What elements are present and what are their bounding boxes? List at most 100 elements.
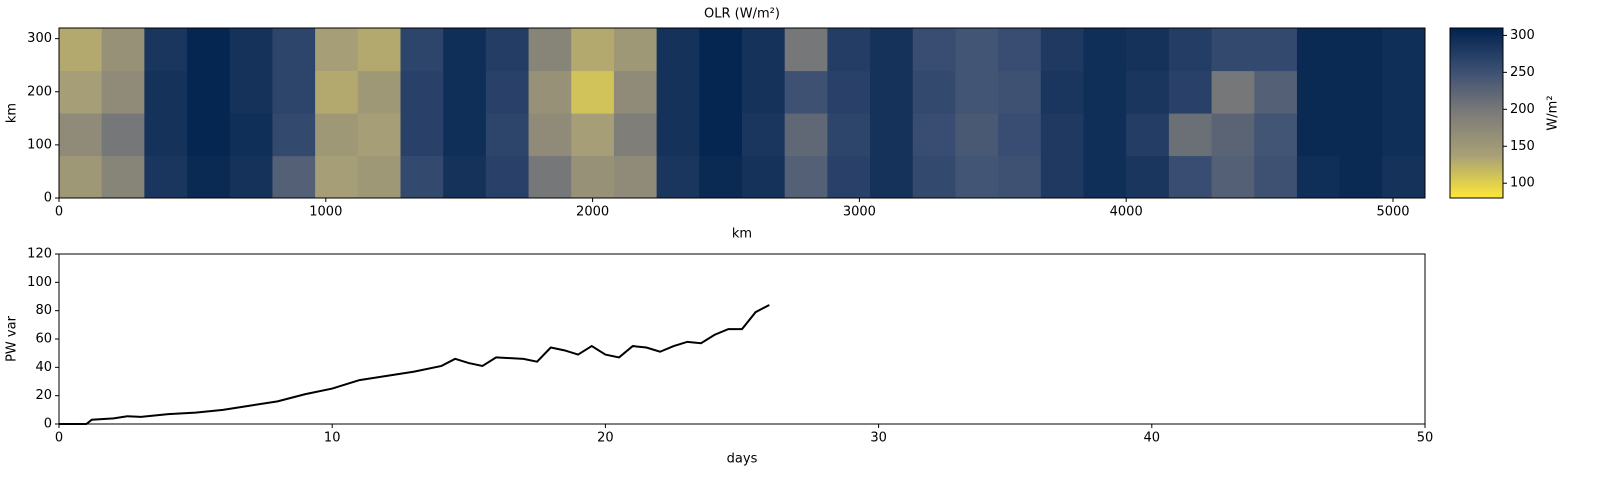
heat-cell bbox=[443, 28, 487, 72]
heat-cell bbox=[699, 28, 743, 72]
heat-cell bbox=[1339, 28, 1383, 72]
x-tick-label: 2000 bbox=[576, 205, 609, 220]
heat-cell bbox=[144, 28, 188, 72]
heat-cell bbox=[699, 113, 743, 157]
heat-cell bbox=[742, 70, 786, 114]
data-line bbox=[59, 304, 770, 425]
heat-cell bbox=[59, 113, 103, 157]
colorbar-tick-label: 300 bbox=[1510, 28, 1535, 43]
heat-cell bbox=[187, 155, 231, 198]
heat-cell bbox=[315, 70, 359, 114]
heat-cell bbox=[613, 28, 658, 72]
y-tick-label: 60 bbox=[35, 332, 52, 347]
heat-cell bbox=[1168, 28, 1213, 72]
heat-cell bbox=[1339, 113, 1383, 157]
heat-cell bbox=[1339, 70, 1383, 114]
heat-cell bbox=[1168, 155, 1213, 198]
heat-cell bbox=[528, 155, 572, 198]
heat-cell bbox=[443, 113, 487, 157]
heat-cell bbox=[315, 155, 359, 198]
heat-cell bbox=[998, 155, 1042, 198]
heat-cell bbox=[870, 28, 914, 72]
heat-cell bbox=[485, 28, 530, 72]
heat-cell bbox=[187, 28, 231, 72]
heat-cell bbox=[1126, 155, 1170, 198]
heat-cell bbox=[187, 113, 231, 157]
heat-cell bbox=[315, 28, 359, 72]
heat-cell bbox=[485, 155, 530, 198]
heat-cell bbox=[101, 28, 145, 72]
heat-cell bbox=[59, 155, 103, 198]
heat-cell bbox=[742, 113, 786, 157]
plot-frame bbox=[58, 27, 1426, 199]
colorbar-tick-label: 250 bbox=[1510, 65, 1535, 80]
x-tick-label: 30 bbox=[870, 431, 887, 446]
heat-cell bbox=[400, 28, 444, 72]
heat-cell bbox=[1382, 70, 1425, 114]
x-tick-label: 4000 bbox=[1110, 205, 1143, 220]
y-tick-label: 100 bbox=[27, 137, 52, 152]
heat-cell bbox=[485, 70, 530, 114]
x-tick-label: 40 bbox=[1144, 431, 1161, 446]
x-tick-label: 50 bbox=[1417, 431, 1434, 446]
y-tick-label: 100 bbox=[27, 275, 52, 290]
heat-cell bbox=[528, 28, 572, 72]
heat-cell bbox=[1211, 70, 1255, 114]
heat-cell bbox=[400, 70, 444, 114]
x-tick-label: 20 bbox=[597, 431, 614, 446]
heat-cell bbox=[101, 70, 145, 114]
y-tick-label: 0 bbox=[44, 191, 52, 206]
colorbar-label: W/m² bbox=[1546, 95, 1561, 130]
heat-cell bbox=[485, 113, 530, 157]
heat-cell bbox=[1211, 113, 1255, 157]
heat-cell bbox=[229, 28, 274, 72]
x-axis-label: days bbox=[727, 452, 758, 467]
heat-cell bbox=[229, 155, 274, 198]
heat-cell bbox=[1083, 155, 1127, 198]
heat-cell bbox=[827, 155, 871, 198]
x-tick-label: 0 bbox=[55, 205, 63, 220]
heat-cell bbox=[1211, 155, 1255, 198]
heat-cell bbox=[443, 70, 487, 114]
y-tick-label: 120 bbox=[27, 247, 52, 262]
plot-frame bbox=[58, 253, 1426, 425]
heat-cell bbox=[1083, 113, 1127, 157]
heat-cell bbox=[955, 155, 999, 198]
heat-cell bbox=[571, 113, 615, 157]
heat-cell bbox=[1126, 28, 1170, 72]
x-tick-label: 3000 bbox=[843, 205, 876, 220]
heat-cell bbox=[144, 155, 188, 198]
heat-cell bbox=[1296, 155, 1341, 198]
heat-cell bbox=[912, 113, 957, 157]
heat-cell bbox=[528, 70, 572, 114]
chart-title: OLR (W/m²) bbox=[704, 7, 780, 22]
heat-cell bbox=[272, 155, 316, 198]
heat-cell bbox=[1296, 70, 1341, 114]
heat-cell bbox=[357, 70, 402, 114]
heat-cell bbox=[272, 28, 316, 72]
heat-cell bbox=[101, 155, 145, 198]
heat-cell bbox=[613, 70, 658, 114]
heat-cell bbox=[998, 70, 1042, 114]
heat-cell bbox=[827, 113, 871, 157]
heat-cell bbox=[656, 28, 700, 72]
heat-cell bbox=[784, 28, 828, 72]
heat-cell bbox=[1126, 70, 1170, 114]
heat-cell bbox=[955, 28, 999, 72]
heat-cell bbox=[613, 113, 658, 157]
heat-cell bbox=[357, 28, 402, 72]
heat-cell bbox=[955, 70, 999, 114]
heat-cell bbox=[955, 113, 999, 157]
heat-cell bbox=[1254, 155, 1298, 198]
colorbar-tick-label: 100 bbox=[1510, 176, 1535, 191]
colorbar-tick-label: 200 bbox=[1510, 102, 1535, 117]
heat-cell bbox=[528, 113, 572, 157]
heat-cell bbox=[357, 113, 402, 157]
heat-cell bbox=[742, 155, 786, 198]
heat-cell bbox=[699, 155, 743, 198]
y-tick-label: 200 bbox=[27, 84, 52, 99]
heat-cell bbox=[784, 70, 828, 114]
y-tick-label: 20 bbox=[35, 388, 52, 403]
heat-cell bbox=[144, 113, 188, 157]
